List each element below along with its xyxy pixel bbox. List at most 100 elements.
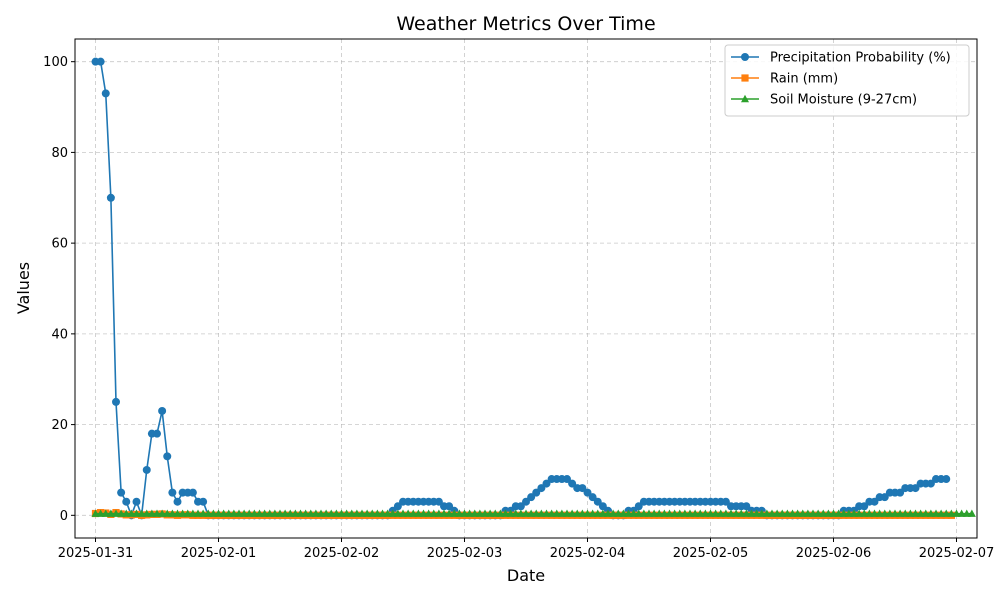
data-point [875,509,884,517]
data-point [332,509,341,517]
data-point [962,509,971,517]
chart-title: Weather Metrics Over Time [396,13,655,35]
data-point [624,509,633,517]
data-point [311,509,320,517]
data-point [112,397,120,406]
data-point [445,502,454,511]
data-point [204,509,213,517]
data-point [445,509,454,517]
data-point [229,509,238,517]
data-point [496,509,505,517]
x-tick-label: 2025-02-05 [673,546,749,561]
data-point [680,509,689,517]
data-point [481,509,489,517]
data-point [850,509,858,517]
data-point [455,509,464,517]
data-point [557,509,566,517]
data-point [706,509,715,517]
data-point [537,484,546,493]
data-point [368,509,377,517]
x-tick-label: 2025-02-01 [181,546,257,561]
legend-swatch-marker [741,74,749,82]
legend-entry: Soil Moisture (9-27cm) [731,93,917,108]
data-point [178,509,187,517]
data-point [429,509,438,517]
data-point [901,509,910,517]
data-point [404,509,413,517]
data-point [598,509,607,517]
data-point [834,509,843,517]
data-point [573,509,582,517]
data-point [870,497,879,506]
data-point [947,509,956,517]
data-point [639,509,648,517]
data-point [219,509,228,517]
data-point [214,509,223,517]
data-point [788,509,797,517]
data-point [880,493,889,502]
data-point [255,509,264,517]
data-point [281,509,290,517]
data-point [824,509,833,517]
x-tick-label: 2025-01-31 [58,546,134,561]
data-point [511,509,520,517]
data-point [916,509,925,517]
data-point [260,509,269,517]
data-point [142,509,151,517]
data-point [460,509,469,517]
data-point [516,509,525,517]
data-point [265,509,274,517]
data-point [383,509,392,517]
data-point [711,509,720,517]
data-point [634,509,643,517]
data-point [240,509,249,517]
data-point [645,509,653,517]
data-point [522,509,530,517]
data-point [727,509,735,517]
data-point [896,488,905,497]
data-point [701,509,710,517]
data-point [399,509,407,517]
data-point [188,509,197,517]
legend-swatch-marker [741,53,749,61]
data-point [932,509,940,517]
data-point [921,509,930,517]
data-point [865,509,874,517]
data-point [434,497,443,506]
legend-entry: Precipitation Probability (%) [731,51,951,66]
data-point [158,509,167,517]
data-point [101,509,110,517]
x-tick-label: 2025-02-06 [796,546,872,561]
y-axis-label: Values [14,262,33,314]
data-point [317,509,325,517]
data-point [598,502,607,511]
data-point [578,484,587,493]
data-point [188,488,197,497]
data-point [563,509,571,517]
data-point [778,509,787,517]
data-point [967,509,976,517]
y-tick-label: 80 [51,146,68,161]
data-point [783,509,792,517]
data-point [563,475,571,484]
data-point [137,509,146,517]
data-point [465,509,474,517]
data-point [522,497,530,506]
data-point [855,509,864,517]
axes-ticks: 0 20 40 60 80 100 2025-01-31 2025-02-01 2025-02-… [43,55,994,561]
data-point [793,509,802,517]
data-point [117,509,126,517]
data-point [491,509,500,517]
data-point [245,509,254,517]
data-point [593,497,602,506]
data-point [475,509,484,517]
data-point [306,509,315,517]
legend-entry: Rain (mm) [731,72,838,87]
x-tick-label: 2025-02-02 [304,546,380,561]
legend-label: Precipitation Probability (%) [770,51,951,66]
data-point [470,509,479,517]
data-point [373,509,382,517]
x-tick-label: 2025-02-03 [427,546,503,561]
data-point [342,509,351,517]
data-point [419,509,428,517]
